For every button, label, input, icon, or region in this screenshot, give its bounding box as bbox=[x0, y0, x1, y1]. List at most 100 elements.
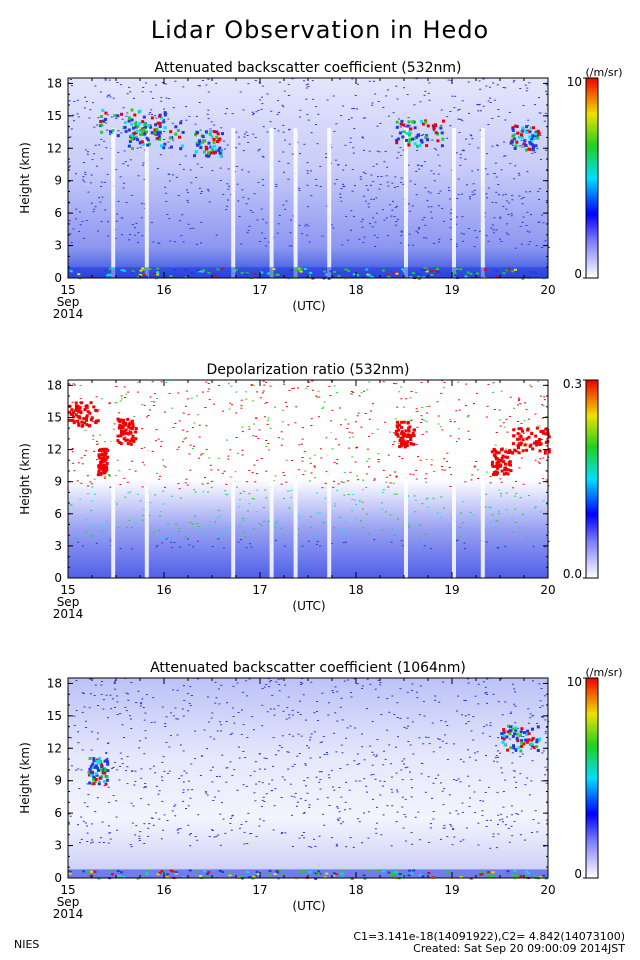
x-tick-label: 17 bbox=[252, 583, 267, 597]
y-tick-label: 9 bbox=[54, 774, 62, 788]
x-axis-label: (UTC) bbox=[292, 299, 325, 313]
x-tick-label: 18 bbox=[348, 583, 363, 597]
data-gap bbox=[327, 429, 332, 578]
data-gap bbox=[231, 429, 236, 578]
y-axis-label: Height (km) bbox=[18, 443, 32, 514]
x-tick-label: 16 bbox=[156, 583, 171, 597]
cloud-layer bbox=[490, 447, 513, 476]
x-year-label: 2014 bbox=[53, 307, 84, 321]
x-tick-label: 16 bbox=[156, 883, 171, 897]
colorbar-min-label: 0 bbox=[574, 867, 582, 881]
y-tick-label: 12 bbox=[47, 141, 62, 155]
y-tick-label: 18 bbox=[47, 676, 62, 690]
x-axis-label: (UTC) bbox=[292, 899, 325, 913]
colorbar bbox=[585, 379, 599, 579]
colorbar-max-label: 0.3 bbox=[563, 377, 582, 391]
cloud-layer bbox=[509, 124, 541, 152]
cloud-layer bbox=[193, 130, 224, 158]
y-tick-label: 0 bbox=[54, 271, 62, 285]
cloud-layer bbox=[127, 121, 185, 151]
panel-title: Attenuated backscatter coefficient (1064… bbox=[150, 660, 466, 676]
cloud-layer bbox=[395, 119, 445, 148]
y-axis-label: Height (km) bbox=[18, 142, 32, 213]
y-tick-label: 3 bbox=[54, 239, 62, 253]
x-month-label: Sep bbox=[57, 895, 80, 909]
data-gap bbox=[111, 128, 116, 278]
x-axis-label: (UTC) bbox=[292, 599, 325, 613]
x-tick-label: 19 bbox=[444, 583, 459, 597]
y-tick-label: 12 bbox=[47, 443, 62, 457]
y-tick-label: 6 bbox=[54, 507, 62, 521]
x-tick-label: 15 bbox=[60, 283, 75, 297]
y-tick-label: 15 bbox=[47, 709, 62, 723]
y-tick-label: 12 bbox=[47, 741, 62, 755]
panel-title: Attenuated backscatter coefficient (532n… bbox=[155, 60, 462, 76]
y-tick-label: 3 bbox=[54, 839, 62, 853]
page-title: Lidar Observation in Hedo bbox=[151, 16, 490, 44]
data-gap bbox=[480, 429, 485, 578]
x-tick-label: 15 bbox=[60, 883, 75, 897]
colorbar-unit-label: (/m/sr) bbox=[586, 66, 623, 79]
heatmap-background bbox=[68, 380, 548, 578]
y-tick-label: 0 bbox=[54, 571, 62, 585]
footer-constants: C1=3.141e-18(14091922),C2= 4.842(1407310… bbox=[353, 930, 625, 943]
heatmap-background bbox=[68, 78, 548, 278]
cloud-layer bbox=[509, 426, 551, 455]
data-gap bbox=[452, 128, 456, 278]
data-gap bbox=[111, 429, 116, 578]
cloud-layer bbox=[116, 417, 138, 446]
y-axis-label: Height (km) bbox=[18, 742, 32, 813]
colorbar bbox=[585, 677, 599, 879]
x-month-label: Sep bbox=[57, 295, 80, 309]
y-tick-label: 9 bbox=[54, 475, 62, 489]
x-tick-label: 19 bbox=[444, 283, 459, 297]
x-tick-label: 20 bbox=[540, 883, 555, 897]
x-tick-label: 19 bbox=[444, 883, 459, 897]
x-tick-label: 17 bbox=[252, 883, 267, 897]
y-tick-label: 18 bbox=[47, 378, 62, 392]
x-tick-label: 20 bbox=[540, 283, 555, 297]
colorbar-min-label: 0.0 bbox=[563, 567, 582, 581]
x-tick-label: 17 bbox=[252, 283, 267, 297]
colorbar-min-label: 0 bbox=[574, 267, 582, 281]
footer-org: NIES bbox=[14, 938, 39, 951]
data-gap bbox=[327, 128, 332, 278]
data-gap bbox=[404, 429, 408, 578]
data-gap bbox=[231, 128, 236, 278]
panel-2: Depolarization ratio (532nm) 0 3 6 9 12 15 18 15… bbox=[18, 362, 599, 621]
data-gap bbox=[269, 128, 274, 278]
cloud-layer bbox=[96, 447, 110, 477]
cloud-layer bbox=[87, 757, 110, 786]
data-gap bbox=[452, 429, 456, 578]
x-tick-label: 18 bbox=[348, 283, 363, 297]
data-gap bbox=[293, 128, 298, 278]
y-tick-label: 18 bbox=[47, 76, 62, 90]
y-tick-label: 0 bbox=[54, 871, 62, 885]
panel-title: Depolarization ratio (532nm) bbox=[206, 362, 409, 378]
colorbar-unit-label: (/m/sr) bbox=[586, 666, 623, 679]
y-tick-label: 9 bbox=[54, 174, 62, 188]
x-month-label: Sep bbox=[57, 595, 80, 609]
data-gap bbox=[144, 128, 149, 278]
data-gap bbox=[404, 128, 408, 278]
y-tick-label: 6 bbox=[54, 206, 62, 220]
data-gap bbox=[269, 429, 274, 578]
colorbar bbox=[585, 77, 599, 279]
x-year-label: 2014 bbox=[53, 607, 84, 621]
x-year-label: 2014 bbox=[53, 907, 84, 921]
panel-1: Attenuated backscatter coefficient (532n… bbox=[18, 60, 622, 321]
footer-created: Created: Sat Sep 20 09:00:09 2014JST bbox=[413, 942, 625, 955]
x-tick-label: 20 bbox=[540, 583, 555, 597]
heatmap-speckle bbox=[68, 678, 550, 849]
y-tick-label: 3 bbox=[54, 539, 62, 553]
data-gap bbox=[293, 429, 298, 578]
y-tick-label: 15 bbox=[47, 410, 62, 424]
panel-3: Attenuated backscatter coefficient (1064… bbox=[18, 660, 622, 921]
cloud-layer bbox=[68, 401, 100, 428]
x-tick-label: 18 bbox=[348, 883, 363, 897]
colorbar-max-label: 10 bbox=[567, 675, 582, 689]
y-tick-label: 15 bbox=[47, 109, 62, 123]
cloud-layer bbox=[394, 420, 416, 449]
cloud-layer bbox=[500, 724, 542, 753]
